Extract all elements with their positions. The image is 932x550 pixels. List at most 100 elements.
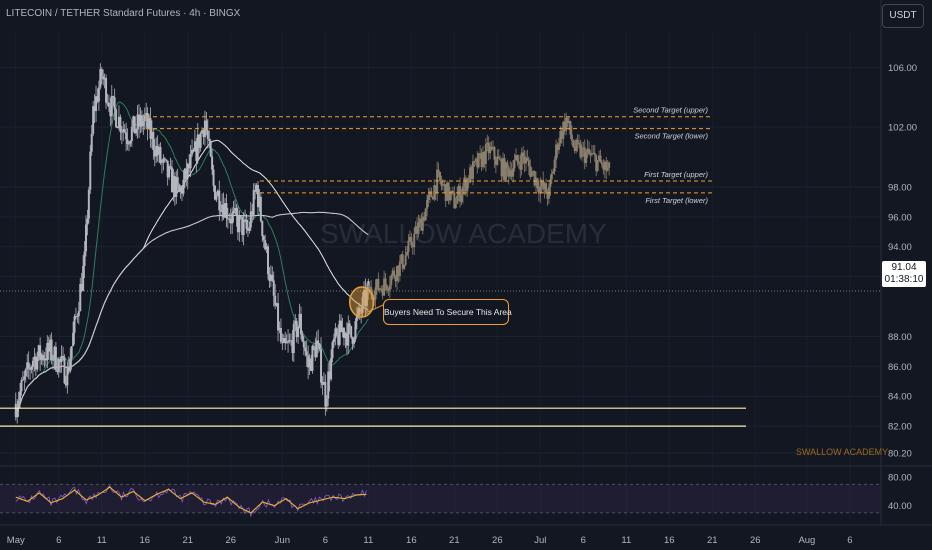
projection-candle bbox=[506, 162, 509, 168]
projection-candle bbox=[451, 190, 454, 193]
projection-candle bbox=[421, 216, 424, 231]
candle bbox=[150, 131, 153, 139]
candle bbox=[59, 359, 62, 362]
candle bbox=[259, 196, 262, 221]
projection-candle bbox=[447, 182, 450, 201]
projection-candle bbox=[441, 185, 444, 187]
projection-candle bbox=[384, 278, 387, 286]
projection-candle bbox=[510, 170, 513, 177]
candle bbox=[354, 321, 357, 340]
projection-candle bbox=[545, 183, 548, 194]
candle bbox=[219, 210, 222, 212]
projection-candle bbox=[536, 178, 539, 189]
candle bbox=[202, 130, 205, 137]
candle bbox=[40, 354, 43, 360]
candle bbox=[325, 398, 328, 407]
candle bbox=[66, 367, 69, 386]
candle bbox=[100, 69, 103, 77]
candle bbox=[251, 211, 254, 216]
projection-candle bbox=[370, 286, 373, 295]
projection-candle bbox=[426, 199, 429, 209]
price-tick-label: 96.00 bbox=[888, 212, 912, 223]
projection-candle bbox=[589, 153, 592, 155]
projection-candle bbox=[461, 186, 464, 195]
candle bbox=[84, 224, 87, 252]
projection-candle bbox=[457, 185, 460, 196]
candle bbox=[298, 313, 301, 328]
projection-candle bbox=[539, 186, 542, 194]
time-tick-label: 26 bbox=[492, 535, 503, 546]
candle bbox=[93, 106, 96, 112]
chart-title: LITECOIN / TETHER Standard Futures · 4h … bbox=[6, 8, 241, 19]
candle bbox=[229, 219, 232, 224]
candle bbox=[29, 367, 32, 370]
projection-candle bbox=[484, 144, 487, 164]
candle bbox=[173, 176, 176, 197]
candle bbox=[324, 381, 327, 407]
candle bbox=[92, 106, 95, 134]
candle bbox=[53, 346, 56, 360]
time-tick-label: 21 bbox=[182, 535, 193, 546]
currency-button[interactable]: USDT bbox=[882, 4, 924, 28]
projection-candle bbox=[553, 159, 556, 172]
projection-candle bbox=[431, 197, 434, 200]
candle bbox=[186, 163, 189, 179]
candle bbox=[311, 345, 314, 371]
time-axis[interactable]: May 6 11 16 21 26 Jun 6 11 16 21 26 Jul 6 11 16 21 26 Aug 6 bbox=[7, 535, 853, 546]
candle bbox=[269, 274, 272, 281]
watermark: SWALLOW ACADEMY bbox=[320, 218, 607, 249]
candle bbox=[23, 376, 26, 380]
candle bbox=[208, 139, 211, 141]
candle bbox=[119, 116, 122, 133]
candle bbox=[320, 349, 323, 383]
candle bbox=[307, 355, 310, 368]
brand-label: SWALLOW ACADEMY bbox=[796, 447, 889, 457]
rsi-band bbox=[0, 484, 880, 513]
projection-candle bbox=[400, 254, 403, 262]
projection-candle bbox=[398, 261, 401, 276]
projection-candle bbox=[476, 158, 479, 168]
candle bbox=[155, 145, 158, 157]
projection-candle bbox=[507, 167, 510, 177]
candle bbox=[17, 400, 20, 408]
candle bbox=[158, 147, 161, 155]
time-tick-label: 26 bbox=[225, 535, 236, 546]
candle bbox=[39, 345, 42, 360]
candle bbox=[357, 307, 360, 316]
candle bbox=[41, 354, 44, 361]
projection-candle bbox=[377, 279, 380, 291]
projection-candle bbox=[522, 152, 525, 157]
projection-candle bbox=[559, 130, 562, 144]
candle bbox=[178, 184, 181, 192]
candle bbox=[241, 216, 244, 236]
candle bbox=[297, 327, 300, 338]
candle bbox=[188, 163, 191, 169]
candle bbox=[345, 333, 348, 346]
target-level-label: Second Target (lower) bbox=[634, 132, 708, 141]
projection-candle bbox=[575, 140, 578, 151]
projection-candle bbox=[492, 147, 495, 150]
candle bbox=[70, 346, 73, 359]
projection-candle bbox=[512, 168, 515, 177]
candle bbox=[318, 343, 321, 350]
projection-candle bbox=[527, 160, 530, 167]
projection-candle bbox=[456, 195, 459, 204]
projection-candle bbox=[487, 142, 490, 154]
price-tick-label: 84.00 bbox=[888, 392, 912, 403]
candle bbox=[36, 356, 39, 370]
candle bbox=[358, 307, 361, 313]
candle bbox=[132, 116, 135, 127]
candle bbox=[54, 346, 57, 371]
candle bbox=[97, 87, 100, 102]
candle bbox=[133, 116, 136, 134]
projection-candle bbox=[546, 193, 549, 199]
candle bbox=[234, 207, 237, 211]
projection-candle bbox=[514, 155, 517, 161]
rsi-panel bbox=[0, 483, 880, 518]
candle bbox=[363, 290, 366, 298]
projection-candle bbox=[602, 164, 605, 170]
price-axis[interactable]: 106.00102.0098.0096.0094.0092.0088.0086.… bbox=[888, 63, 917, 512]
candle bbox=[80, 283, 83, 291]
candle bbox=[56, 370, 59, 373]
